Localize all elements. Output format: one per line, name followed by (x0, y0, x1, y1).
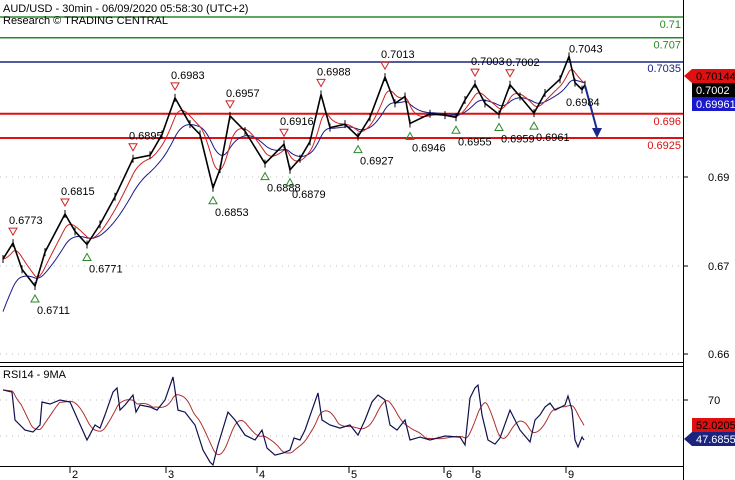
rsi-title: RSI14 - 9MA (3, 369, 67, 381)
price-tag (684, 69, 735, 83)
fast-ma-line (2, 69, 586, 278)
support-triangle-icon (285, 177, 295, 187)
pivot-low-label: 0.6955 (458, 136, 492, 148)
x-tick-label: 2 (72, 469, 78, 480)
support-triangle-icon (260, 171, 270, 181)
x-tick-label: 4 (259, 469, 265, 480)
rsi-ma-line (2, 389, 585, 456)
pivot-high-label: 0.6895 (129, 131, 163, 143)
y-tick-label: 0.69 (708, 172, 729, 184)
pivot-high-label: 0.6815 (61, 186, 95, 198)
price-tag-label: 0.7002 (696, 85, 730, 97)
rsi-value-tag (684, 432, 735, 446)
support-triangle-icon (82, 252, 92, 261)
x-tick-label: 8 (475, 469, 481, 480)
support-triangle-icon (405, 131, 415, 140)
resistance-triangle-icon (470, 68, 480, 78)
price-series (2, 52, 602, 312)
support-triangle-icon (353, 144, 363, 154)
support-triangle-icon (30, 293, 40, 303)
rsi-value-tag-label: 47.6855 (696, 434, 735, 446)
pivot-high-label: 0.7013 (381, 49, 415, 61)
resistance-triangle-icon (505, 69, 515, 78)
pivot-high-label: 0.6916 (280, 116, 314, 128)
support-triangle-icon (451, 125, 461, 134)
resistance-triangle-icon (60, 198, 70, 208)
chart-credit: Research © TRADING CENTRAL (3, 15, 168, 27)
target-label: 0.6984 (566, 97, 600, 109)
peak-label: 0.7043 (569, 43, 603, 55)
y-tick-label: 0.66 (708, 349, 729, 361)
resistance-triangle-icon (316, 78, 326, 88)
resistance-triangle-icon (170, 82, 180, 91)
pivot-low-label: 0.6711 (37, 305, 70, 317)
pivot-high-label: 0.6957 (226, 88, 260, 100)
pivot-high-label: 0.7003 (471, 56, 505, 68)
x-tick-label: 3 (168, 469, 174, 480)
pivot-high-label: 0.6773 (9, 215, 43, 227)
pivot-low-label: 0.6946 (412, 142, 446, 154)
level-label: 0.71 (660, 19, 681, 31)
x-tick-label: 6 (446, 469, 452, 480)
price-tags: 0.70144 0.7002 0.69961 52.0205 47.6855 (684, 69, 735, 446)
pivot-low-label: 0.6961 (536, 132, 570, 144)
chart-title: AUD/USD - 30min - 06/09/2020 05:58:30 (U… (3, 3, 248, 15)
price-tag (692, 97, 735, 111)
rsi-value-tag (692, 418, 735, 432)
resistance-triangle-icon (380, 61, 390, 71)
level-label: 0.6925 (647, 140, 681, 152)
rsi-line (2, 376, 585, 467)
price-tag-label: 0.69961 (696, 99, 735, 111)
y-tick-label: 0.67 (708, 261, 729, 273)
support-resistance-levels: 0.71 0.707 0.7035 0.696 0.6925 (0, 16, 683, 152)
pivot-low-label: 0.6853 (215, 207, 249, 219)
axis-ticks: 0.69 0.67 0.66 70 2 3 4 5 6 8 9 (69, 172, 729, 480)
rsi-panel (2, 376, 585, 467)
level-label: 0.707 (653, 40, 681, 52)
level-label: 0.7035 (647, 63, 681, 75)
pivot-low-label: 0.6771 (89, 263, 123, 275)
resistance-triangle-icon (279, 128, 289, 138)
x-tick-label: 5 (351, 469, 357, 480)
grid-lines (0, 176, 683, 437)
pivot-annotations: 0.6773 0.6711 0.6815 0.6771 0.6895 0.6983 0.68… (8, 43, 603, 317)
rsi-y-tick-label: 70 (708, 395, 720, 407)
pivot-high-label: 0.7002 (506, 57, 540, 69)
pivot-high-label: 0.6988 (317, 66, 351, 78)
x-tick-label: 9 (568, 469, 574, 480)
price-line (2, 53, 586, 288)
resistance-triangle-icon (128, 143, 138, 152)
rsi-value-tag-label: 52.0205 (696, 420, 735, 432)
forecast-arrow-shaft (584, 85, 598, 131)
price-tag-label: 0.70144 (696, 71, 735, 83)
resistance-triangle-icon (225, 100, 235, 109)
level-label: 0.696 (653, 116, 681, 128)
pivot-high-label: 0.6983 (171, 70, 205, 82)
slow-ma-line (2, 79, 586, 312)
support-triangle-icon (494, 122, 504, 131)
pivot-low-label: 0.6879 (292, 189, 326, 201)
support-triangle-icon (529, 121, 539, 130)
forecast-arrow-head (592, 127, 602, 138)
support-triangle-icon (208, 195, 218, 205)
price-tag (692, 83, 735, 97)
resistance-triangle-icon (8, 227, 18, 237)
pivot-low-label: 0.6959 (501, 133, 535, 145)
pivot-low-label: 0.6927 (360, 156, 394, 168)
